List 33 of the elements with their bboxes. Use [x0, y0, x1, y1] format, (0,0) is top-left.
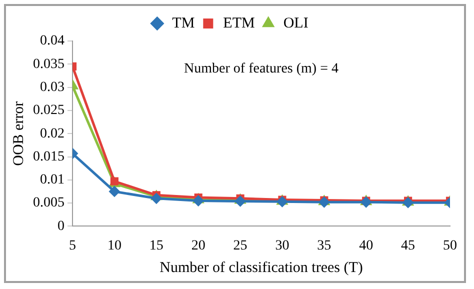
y-tick-label: 0.035	[33, 56, 64, 72]
y-tick-label: 0.02	[40, 126, 64, 142]
y-tick-label: 0.03	[40, 80, 64, 95]
y-tick-label: 0.04	[40, 34, 64, 49]
legend-label: ETM	[223, 15, 255, 32]
x-tick-label: 15	[149, 238, 164, 254]
x-tick-label: 45	[401, 238, 416, 254]
y-tick-label: 0.005	[33, 196, 64, 211]
point	[108, 186, 120, 197]
point	[234, 196, 246, 207]
point	[402, 197, 414, 208]
point	[318, 196, 330, 208]
legend-label: TM	[172, 15, 195, 32]
point	[276, 196, 288, 208]
x-tick-label: 10	[107, 238, 122, 254]
x-tick-label: 5	[69, 238, 76, 254]
x-tick-label: 25	[233, 238, 248, 254]
y-tick-label: 0.025	[33, 103, 64, 118]
x-axis-title: Number of classification trees (T)	[160, 260, 363, 276]
annotation: Number of features (m) = 4	[184, 62, 338, 77]
y-axis-title: OOB error	[10, 101, 27, 166]
x-tick-label: 20	[191, 238, 206, 254]
y-tick-label: 0.015	[33, 149, 64, 164]
x-tick-label: 35	[317, 238, 332, 254]
y-tick-label: 0.01	[40, 172, 64, 188]
point	[360, 196, 372, 208]
point	[192, 195, 204, 206]
x-tick-label: 30	[275, 238, 290, 254]
point	[150, 192, 162, 204]
y-tick-label: 0	[58, 218, 64, 234]
legend-label: OLI	[283, 15, 308, 32]
x-tick-label: 40	[359, 238, 374, 254]
x-tick-label: 50	[443, 238, 457, 254]
